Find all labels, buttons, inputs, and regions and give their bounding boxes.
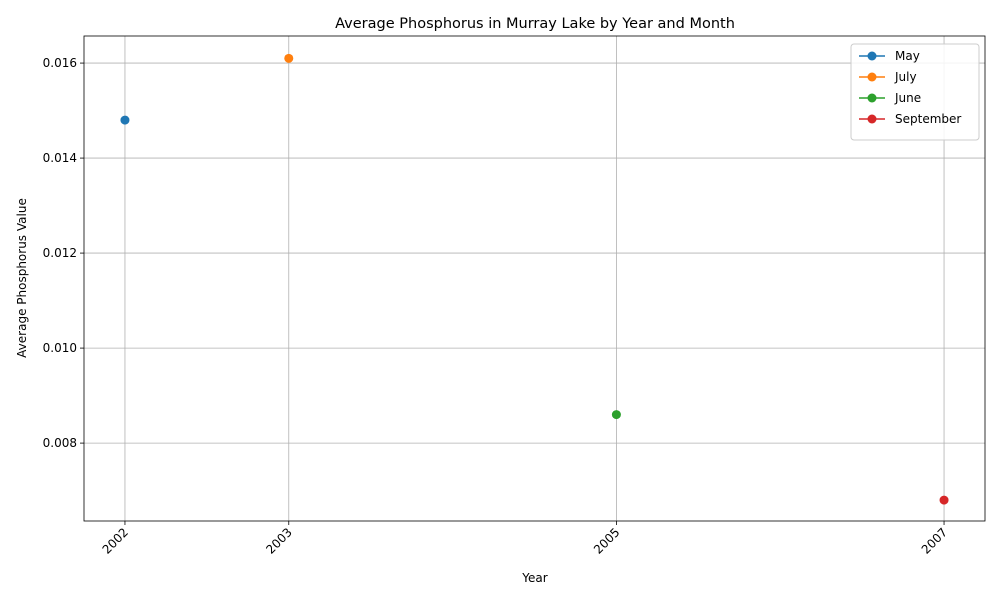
legend: May July June September [850, 43, 980, 141]
legend-marker [867, 93, 877, 103]
legend-marker [867, 72, 877, 82]
legend-label: September [895, 112, 961, 126]
data-point-september [939, 495, 949, 505]
series-markers [120, 53, 949, 505]
y-tick-label: 0.010 [43, 341, 77, 355]
y-tick-label: 0.012 [43, 246, 77, 260]
legend-marker [867, 51, 877, 61]
x-axis-title: Year [521, 571, 547, 585]
legend-box [850, 43, 980, 141]
y-axis-title: Average Phosphorus Value [15, 198, 29, 358]
data-point-june [611, 410, 621, 420]
y-tick-label: 0.014 [43, 151, 77, 165]
plot-area-frame [83, 35, 986, 522]
data-point-may [120, 115, 130, 125]
y-tick-label: 0.008 [43, 436, 77, 450]
legend-marker [867, 114, 877, 124]
legend-label: June [894, 91, 921, 105]
chart-title: Average Phosphorus in Murray Lake by Yea… [335, 16, 735, 32]
y-tick-label: 0.016 [43, 56, 77, 70]
data-point-july [284, 53, 294, 63]
grid-lines [84, 36, 985, 521]
legend-label: May [895, 49, 920, 63]
legend-label: July [894, 70, 917, 84]
